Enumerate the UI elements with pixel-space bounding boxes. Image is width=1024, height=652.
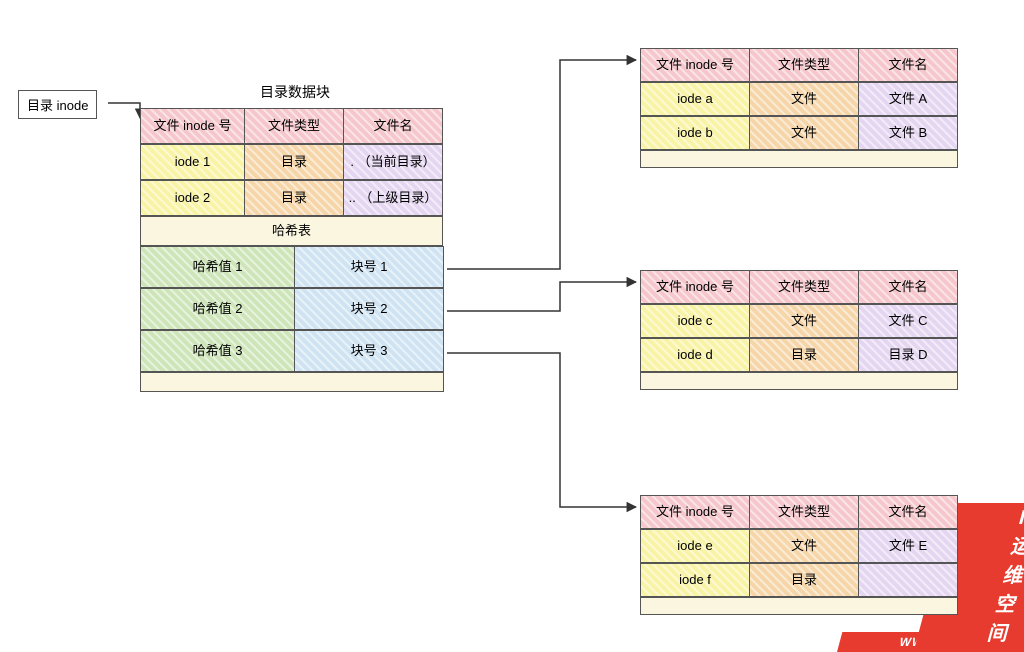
sub2-cell-0-2: 文件 E	[858, 529, 958, 563]
inode-label-text: 目录 inode	[27, 98, 88, 113]
sub2-header-0: 文件 inode 号	[640, 495, 750, 529]
sub1-header-2: 文件名	[858, 270, 958, 304]
sub1-cell-1-2: 目录 D	[858, 338, 958, 372]
sub1-cell-1-0: iode d	[640, 338, 750, 372]
sub2-header-2: 文件名	[858, 495, 958, 529]
sub1-header-1: 文件类型	[749, 270, 859, 304]
main-cell-0-0: iode 1	[140, 144, 245, 180]
hash-cell-0-0: 哈希值 1	[140, 246, 295, 288]
watermark-text: IT运维空间	[986, 507, 1024, 645]
sub2-header-1: 文件类型	[749, 495, 859, 529]
main-header-2: 文件名	[343, 108, 443, 144]
hash-cell-1-1: 块号 2	[294, 288, 444, 330]
inode-label: 目录 inode	[18, 90, 97, 119]
sub2-cell-1-0: iode f	[640, 563, 750, 597]
main-footer	[140, 372, 444, 392]
main-cell-1-1: 目录	[244, 180, 344, 216]
sub2-cell-1-1: 目录	[749, 563, 859, 597]
sub0-cell-1-2: 文件 B	[858, 116, 958, 150]
hash-cell-0-1: 块号 1	[294, 246, 444, 288]
main-cell-1-0: iode 2	[140, 180, 245, 216]
sub1-cell-0-1: 文件	[749, 304, 859, 338]
sub1-cell-0-0: iode c	[640, 304, 750, 338]
sub2-cell-0-1: 文件	[749, 529, 859, 563]
main-table-title: 目录数据块	[260, 82, 330, 102]
sub0-cell-0-2: 文件 A	[858, 82, 958, 116]
sub0-header-1: 文件类型	[749, 48, 859, 82]
sub0-header-2: 文件名	[858, 48, 958, 82]
hash-cell-1-0: 哈希值 2	[140, 288, 295, 330]
main-cell-0-1: 目录	[244, 144, 344, 180]
sub1-cell-1-1: 目录	[749, 338, 859, 372]
sub2-footer	[640, 597, 958, 615]
hash-title-row: 哈希表	[140, 216, 443, 246]
sub0-footer	[640, 150, 958, 168]
sub0-cell-1-1: 文件	[749, 116, 859, 150]
sub2-cell-1-2	[858, 563, 958, 597]
main-header-1: 文件类型	[244, 108, 344, 144]
hash-cell-2-1: 块号 3	[294, 330, 444, 372]
sub0-cell-1-0: iode b	[640, 116, 750, 150]
sub0-cell-0-0: iode a	[640, 82, 750, 116]
sub1-header-0: 文件 inode 号	[640, 270, 750, 304]
main-header-0: 文件 inode 号	[140, 108, 245, 144]
sub2-cell-0-0: iode e	[640, 529, 750, 563]
main-cell-0-2: . （当前目录）	[343, 144, 443, 180]
sub1-footer	[640, 372, 958, 390]
hash-cell-2-0: 哈希值 3	[140, 330, 295, 372]
sub0-header-0: 文件 inode 号	[640, 48, 750, 82]
main-cell-1-2: .. （上级目录）	[343, 180, 443, 216]
sub0-cell-0-1: 文件	[749, 82, 859, 116]
sub1-cell-0-2: 文件 C	[858, 304, 958, 338]
hash-title: 哈希表	[272, 223, 311, 239]
